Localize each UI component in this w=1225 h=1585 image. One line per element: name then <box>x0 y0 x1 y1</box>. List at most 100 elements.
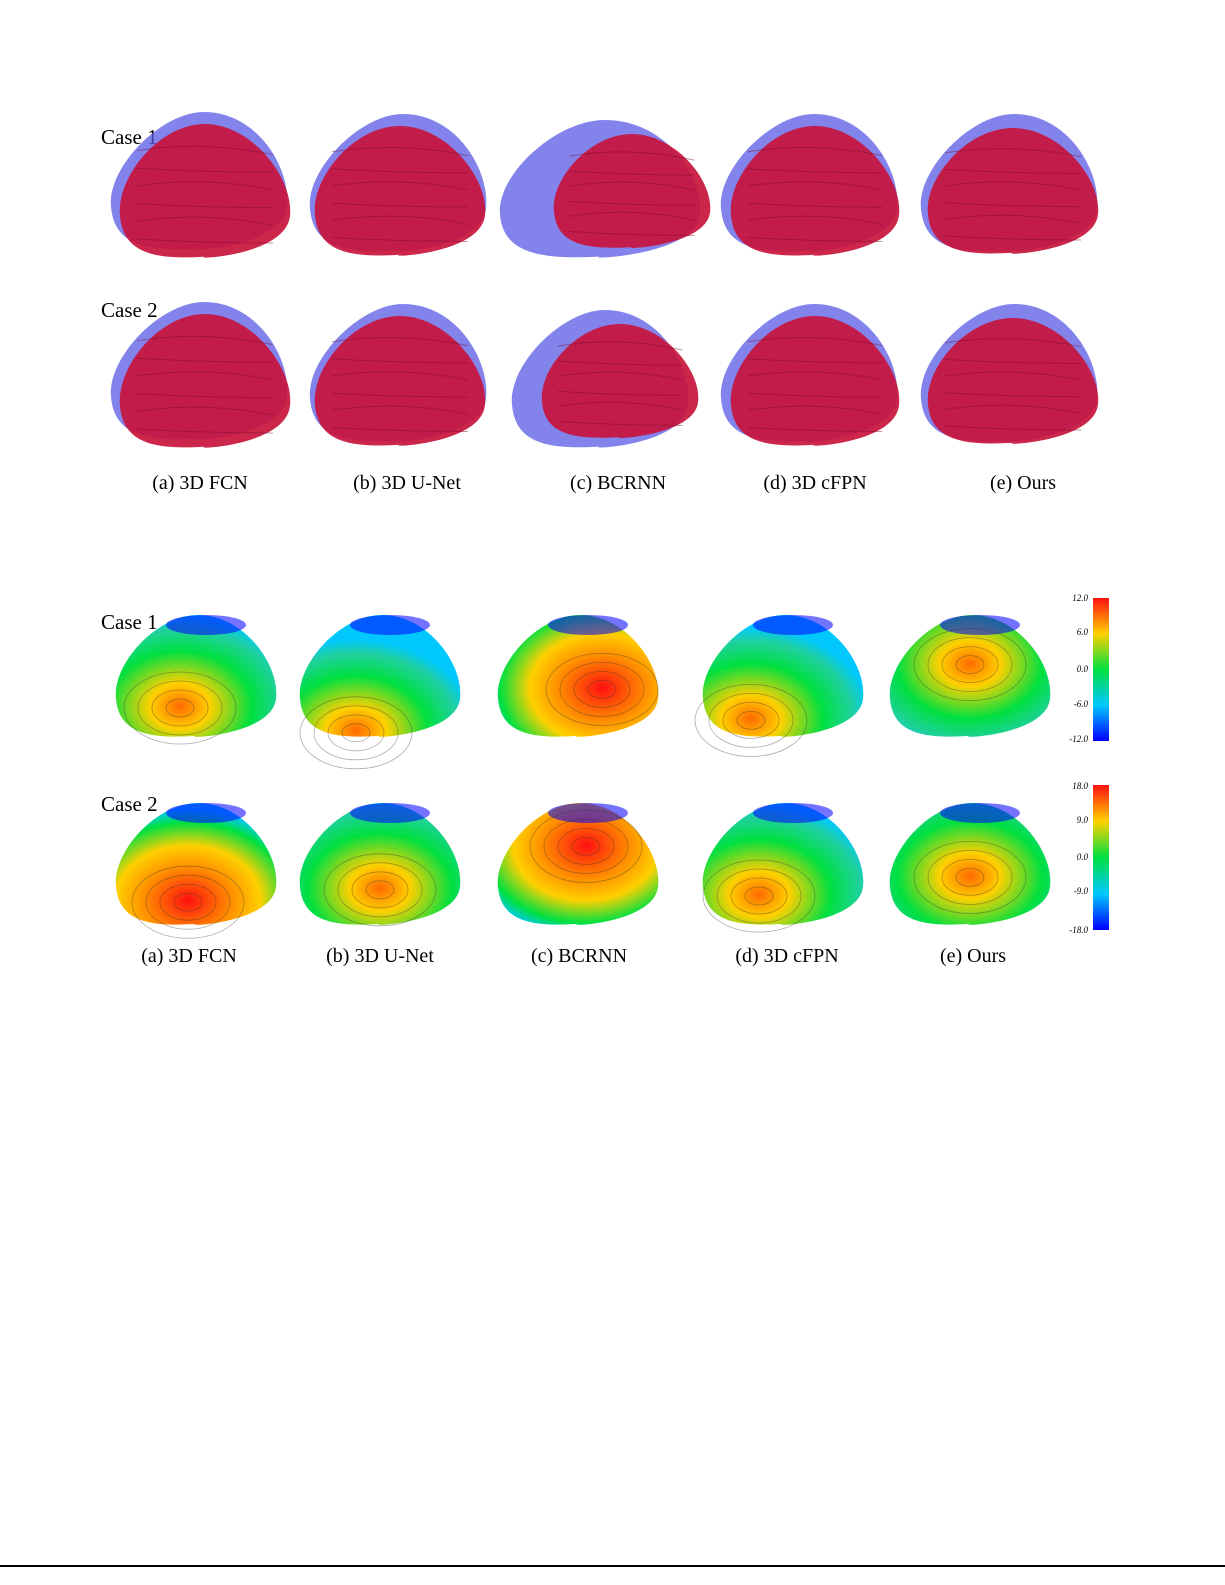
iso-contour <box>708 692 794 748</box>
iso-contour <box>137 680 223 736</box>
iso-contour <box>744 886 774 906</box>
caption-3d-unet: (b) 3D U-Net <box>353 472 461 494</box>
surface-contour <box>944 148 1082 158</box>
caption-3d-fcn: (a) 3D FCN <box>141 945 237 967</box>
iso-contour <box>151 689 209 727</box>
surface-contour <box>747 405 883 415</box>
iso-contour <box>173 892 203 912</box>
surface-contour <box>136 203 274 209</box>
surface-contour <box>944 202 1082 208</box>
surface-contour <box>331 181 469 191</box>
surface-contour <box>331 215 469 225</box>
surface-contour <box>136 181 274 191</box>
surface-contour <box>944 358 1082 364</box>
surface-contour <box>944 371 1082 381</box>
surface-contour <box>557 401 683 411</box>
iso-contour <box>299 696 413 770</box>
iso-contour <box>571 836 601 856</box>
negative-distance-region <box>548 615 628 635</box>
distance-heatmap <box>497 803 659 925</box>
prediction-surface <box>119 314 291 448</box>
iso-contour <box>159 883 217 921</box>
prediction-surface <box>730 316 900 446</box>
surface-contour <box>747 237 883 242</box>
colorbar-2-tick: 9.0 <box>1076 815 1088 825</box>
surface-contour <box>569 151 695 161</box>
surface-contour <box>331 405 469 415</box>
surface-contour <box>944 425 1082 431</box>
surface-contour <box>331 371 469 381</box>
iso-contour <box>145 874 231 930</box>
overlay-rendering <box>309 114 487 256</box>
caption-bcrnn: (c) BCRNN <box>530 945 628 967</box>
iso-contour <box>927 637 1013 692</box>
negative-distance-region <box>940 803 1020 823</box>
negative-distance-region <box>350 615 430 635</box>
heatmap-surface <box>299 803 461 925</box>
colorbar-2-tick: 18.0 <box>1072 781 1088 791</box>
surface-contour <box>136 428 274 434</box>
surface-contour <box>569 170 695 176</box>
surface-contour <box>331 202 469 208</box>
heatmap-surface <box>702 803 864 925</box>
caption-ours: (e) Ours <box>939 945 1007 967</box>
iso-contour <box>131 865 245 939</box>
distance-heatmap <box>299 615 461 770</box>
iso-contour <box>955 655 985 674</box>
surface-contour <box>331 237 469 242</box>
surface-contour <box>331 147 469 157</box>
negative-distance-region <box>548 803 628 823</box>
surface-contour <box>331 168 469 174</box>
caption-3d-fcn: (a) 3D FCN <box>152 472 248 494</box>
distance-heatmap <box>694 615 864 757</box>
negative-distance-region <box>350 803 430 823</box>
surface-contour <box>557 341 683 351</box>
surface-contour <box>747 147 883 157</box>
colorbar-2-tick: -9.0 <box>1073 886 1088 896</box>
surface-contour <box>136 335 274 346</box>
heatmap-surface <box>299 615 461 737</box>
surface-contour <box>944 404 1082 414</box>
caption-3d-cfpn: (d) 3D cFPN <box>763 472 867 494</box>
negative-distance-region <box>753 803 833 823</box>
colorbar-2-tick: 0.0 <box>1076 852 1088 862</box>
iso-contour <box>323 853 437 927</box>
iso-contour <box>545 653 659 726</box>
overlay-rendering <box>110 302 291 448</box>
overlay-rendering <box>511 310 699 448</box>
iso-contour <box>941 858 999 896</box>
overlay-rendering <box>720 304 900 446</box>
distance-heatmap <box>889 803 1051 925</box>
iso-contour <box>702 859 816 933</box>
overlay-figure: Case 1 Case 2 (a) 3D FCN (b) 3D U-Net (c… <box>0 90 1225 510</box>
negative-distance-region <box>166 803 246 823</box>
heatmap-surface <box>497 615 659 737</box>
iso-contour <box>337 862 423 918</box>
surface-contour <box>569 181 695 191</box>
prediction-surface <box>927 128 1099 254</box>
prediction-surface <box>553 134 711 248</box>
surface-contour <box>331 392 469 398</box>
iso-contour <box>559 662 645 717</box>
case-1-label: Case 1 <box>101 610 158 634</box>
surface-contour <box>557 421 683 426</box>
colorbar-case-2 <box>1093 785 1109 930</box>
overlay-rendering <box>920 304 1099 444</box>
prediction-surface <box>730 126 900 256</box>
iso-contour <box>913 628 1027 701</box>
caption-bcrnn: (c) BCRNN <box>569 472 667 494</box>
heatmap-surface <box>702 615 864 737</box>
colorbar-1-tick: 0.0 <box>1076 664 1088 674</box>
surface-contour <box>136 145 274 156</box>
colorbar-1-tick: -12.0 <box>1069 734 1088 744</box>
surface-contour <box>747 371 883 381</box>
caption-ours: (e) Ours <box>989 472 1057 494</box>
iso-contour <box>722 701 780 739</box>
negative-distance-region <box>166 615 246 635</box>
negative-distance-region <box>940 615 1020 635</box>
caption-3d-cfpn: (d) 3D cFPN <box>735 945 839 967</box>
iso-contour <box>736 710 766 730</box>
surface-contour <box>944 181 1082 191</box>
surface-contour <box>747 215 883 225</box>
distance-heatmap <box>889 615 1051 737</box>
